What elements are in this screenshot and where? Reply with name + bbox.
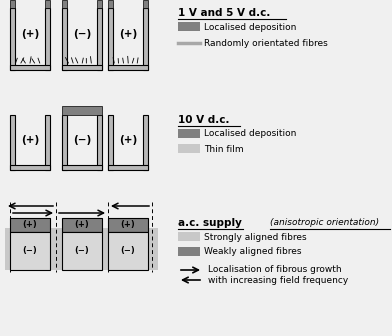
Text: (+): (+) <box>21 135 39 145</box>
Text: (−): (−) <box>121 247 135 255</box>
Text: (+): (+) <box>21 29 39 39</box>
Bar <box>10 65 50 70</box>
Bar <box>143 8 148 70</box>
Bar <box>10 8 15 70</box>
Bar <box>97 115 102 170</box>
Text: (+): (+) <box>74 220 89 229</box>
Bar <box>108 8 113 70</box>
Text: (−): (−) <box>74 247 89 255</box>
Text: a.c. supply: a.c. supply <box>178 218 242 228</box>
Text: Localisation of fibrous growth
with increasing field frequency: Localisation of fibrous growth with incr… <box>208 265 348 285</box>
Text: (+): (+) <box>23 220 37 229</box>
Text: Localised deposition: Localised deposition <box>204 129 296 138</box>
Bar <box>108 165 148 170</box>
Bar <box>62 106 102 115</box>
Bar <box>108 0 113 8</box>
Bar <box>62 0 67 8</box>
Bar <box>178 144 200 153</box>
Bar <box>108 232 148 270</box>
Bar <box>178 22 200 31</box>
Text: (+): (+) <box>119 29 137 39</box>
Bar <box>108 218 148 232</box>
Bar <box>178 247 200 256</box>
Bar <box>108 65 148 70</box>
Text: 10 V d.c.: 10 V d.c. <box>178 115 229 125</box>
Text: Strongly aligned fibres: Strongly aligned fibres <box>204 233 307 242</box>
Text: Thin film: Thin film <box>204 144 243 154</box>
Text: (+): (+) <box>119 135 137 145</box>
Bar <box>62 165 102 170</box>
Bar <box>10 115 15 170</box>
Text: Localised deposition: Localised deposition <box>204 23 296 32</box>
Text: Randomly orientated fibres: Randomly orientated fibres <box>204 39 328 47</box>
Bar <box>143 0 148 8</box>
Bar <box>62 218 102 232</box>
Bar <box>45 0 50 8</box>
Bar <box>143 115 148 170</box>
Bar <box>178 129 200 138</box>
Bar <box>62 65 102 70</box>
Bar <box>62 232 102 270</box>
Bar <box>97 0 102 8</box>
Bar <box>10 165 50 170</box>
Text: (−): (−) <box>23 247 37 255</box>
Text: Weakly aligned fibres: Weakly aligned fibres <box>204 248 301 256</box>
Bar <box>45 8 50 70</box>
Text: (−): (−) <box>73 29 91 39</box>
Text: (anisotropic orientation): (anisotropic orientation) <box>270 218 379 227</box>
Text: (+): (+) <box>121 220 135 229</box>
Bar <box>10 232 50 270</box>
Bar <box>62 115 67 170</box>
Text: (−): (−) <box>73 135 91 145</box>
Text: 1 V and 5 V d.c.: 1 V and 5 V d.c. <box>178 8 270 18</box>
Bar <box>62 8 67 70</box>
Bar <box>5 228 158 270</box>
Bar <box>10 218 50 232</box>
Bar <box>108 115 113 170</box>
Bar <box>10 0 15 8</box>
Bar <box>45 115 50 170</box>
Bar <box>178 232 200 241</box>
Bar <box>97 8 102 70</box>
